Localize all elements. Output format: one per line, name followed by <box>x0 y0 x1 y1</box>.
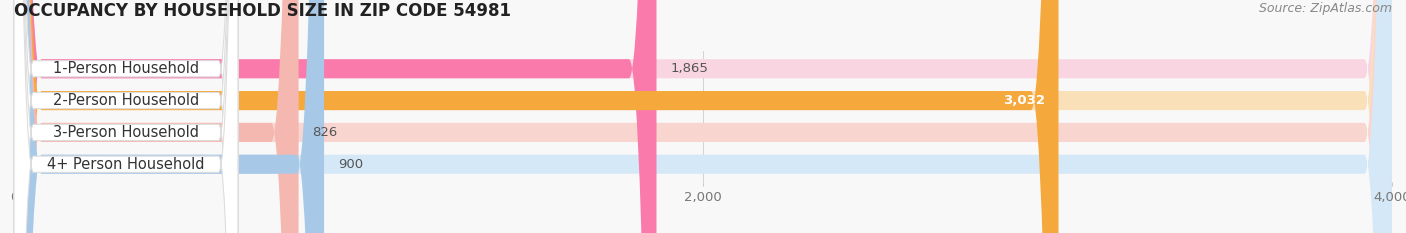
FancyBboxPatch shape <box>14 0 298 233</box>
FancyBboxPatch shape <box>14 0 238 233</box>
FancyBboxPatch shape <box>14 0 1392 233</box>
Text: 4+ Person Household: 4+ Person Household <box>48 157 205 172</box>
Text: OCCUPANCY BY HOUSEHOLD SIZE IN ZIP CODE 54981: OCCUPANCY BY HOUSEHOLD SIZE IN ZIP CODE … <box>14 2 510 20</box>
Text: 1,865: 1,865 <box>671 62 709 75</box>
FancyBboxPatch shape <box>14 0 1392 233</box>
FancyBboxPatch shape <box>14 0 238 233</box>
Text: 3,032: 3,032 <box>1002 94 1045 107</box>
Text: 1-Person Household: 1-Person Household <box>53 61 200 76</box>
Text: 826: 826 <box>312 126 337 139</box>
FancyBboxPatch shape <box>14 0 238 233</box>
FancyBboxPatch shape <box>14 0 1392 233</box>
FancyBboxPatch shape <box>14 0 1392 233</box>
Text: 2-Person Household: 2-Person Household <box>53 93 200 108</box>
Text: 3-Person Household: 3-Person Household <box>53 125 200 140</box>
FancyBboxPatch shape <box>14 0 325 233</box>
Text: Source: ZipAtlas.com: Source: ZipAtlas.com <box>1258 2 1392 15</box>
FancyBboxPatch shape <box>14 0 238 233</box>
FancyBboxPatch shape <box>14 0 657 233</box>
Text: 900: 900 <box>337 158 363 171</box>
FancyBboxPatch shape <box>14 0 1059 233</box>
